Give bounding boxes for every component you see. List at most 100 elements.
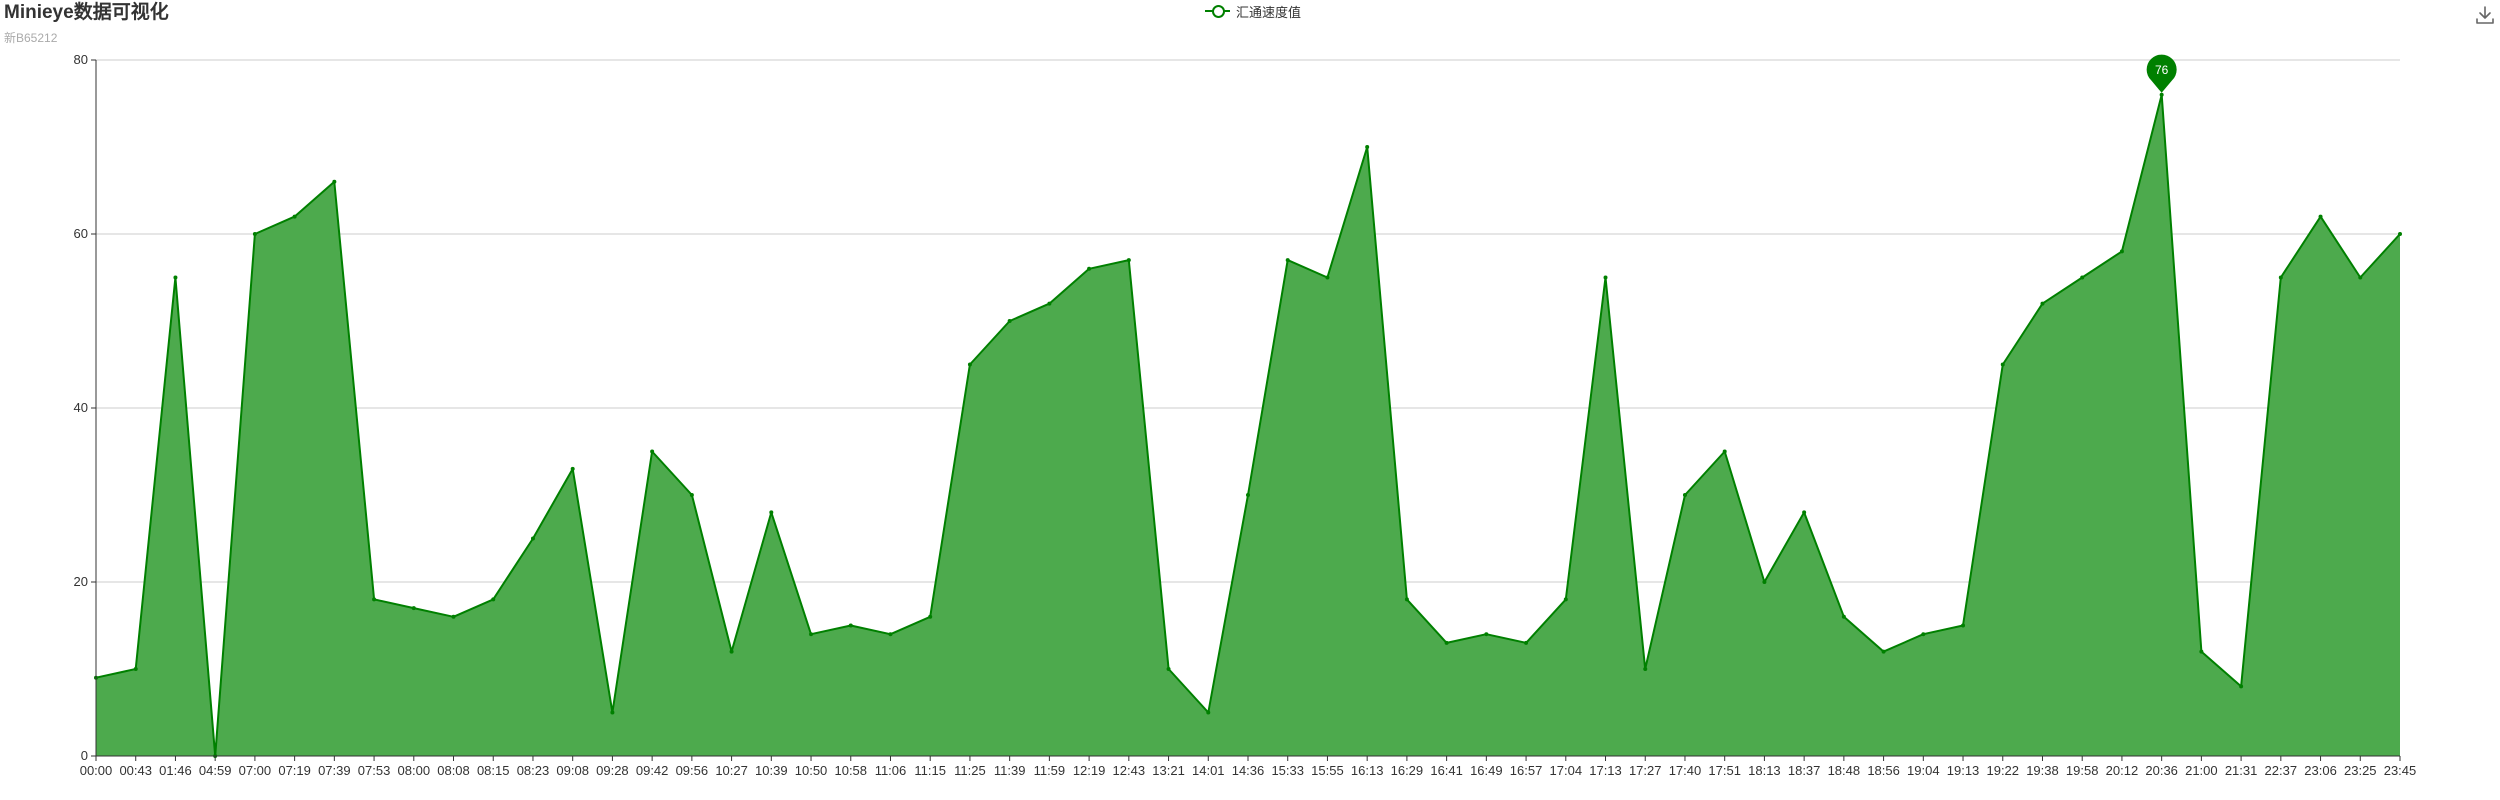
data-point xyxy=(1206,710,1211,715)
x-tick-label: 15:33 xyxy=(1271,763,1304,778)
x-tick-label: 23:45 xyxy=(2384,763,2417,778)
data-point xyxy=(888,632,893,637)
data-point xyxy=(1365,145,1370,149)
data-point xyxy=(2278,275,2283,280)
data-point xyxy=(1802,510,1807,515)
data-point xyxy=(2040,301,2045,306)
legend-item-speed[interactable]: 汇通速度值 xyxy=(1205,0,1301,22)
x-tick-label: 11:25 xyxy=(954,763,986,778)
data-point xyxy=(967,362,972,367)
x-tick-label: 14:36 xyxy=(1232,763,1265,778)
y-tick-label: 20 xyxy=(74,574,88,589)
x-tick-label: 19:13 xyxy=(1947,763,1980,778)
x-tick-label: 19:38 xyxy=(2026,763,2059,778)
data-point xyxy=(1166,667,1171,671)
data-point xyxy=(411,606,416,611)
x-tick-label: 09:42 xyxy=(636,763,669,778)
y-tick-label: 0 xyxy=(81,748,88,763)
data-point xyxy=(451,614,456,619)
x-tick-label: 17:40 xyxy=(1669,763,1702,778)
data-point xyxy=(133,667,138,671)
x-tick-label: 16:29 xyxy=(1391,763,1424,778)
x-tick-label: 00:00 xyxy=(80,763,113,778)
data-point xyxy=(1007,319,1012,323)
x-tick-label: 22:37 xyxy=(2265,763,2298,778)
x-tick-label: 15:55 xyxy=(1311,763,1344,778)
x-tick-label: 07:53 xyxy=(358,763,391,778)
data-point xyxy=(928,614,933,619)
max-marker-label: 76 xyxy=(2155,63,2169,77)
data-point xyxy=(292,214,297,219)
data-point xyxy=(1444,640,1449,645)
x-tick-label: 09:28 xyxy=(596,763,629,778)
data-point xyxy=(1285,258,1290,263)
x-tick-label: 18:48 xyxy=(1828,763,1861,778)
x-tick-label: 10:58 xyxy=(834,763,867,778)
x-tick-label: 08:15 xyxy=(477,763,510,778)
x-tick-label: 17:13 xyxy=(1589,763,1622,778)
data-point xyxy=(2000,362,2005,367)
x-tick-label: 17:04 xyxy=(1550,763,1583,778)
x-tick-label: 23:06 xyxy=(2304,763,2337,778)
data-point xyxy=(252,232,257,236)
x-tick-label: 19:04 xyxy=(1907,763,1940,778)
data-point xyxy=(2398,232,2402,236)
x-tick-label: 00:43 xyxy=(119,763,152,778)
data-point xyxy=(173,275,178,280)
data-point xyxy=(1087,266,1092,271)
x-tick-label: 23:25 xyxy=(2344,763,2377,778)
x-tick-label: 21:00 xyxy=(2185,763,2218,778)
data-point xyxy=(1047,301,1052,306)
data-point xyxy=(769,510,774,515)
data-point xyxy=(1246,493,1250,497)
x-tick-label: 10:27 xyxy=(715,763,748,778)
x-tick-label: 20:12 xyxy=(2106,763,2139,778)
data-point xyxy=(1484,632,1489,637)
data-point xyxy=(1603,275,1608,280)
data-point xyxy=(1524,640,1529,645)
max-marker-pin xyxy=(2146,54,2177,93)
data-point xyxy=(1404,597,1409,602)
x-tick-label: 01:46 xyxy=(159,763,192,778)
data-point xyxy=(650,449,655,454)
x-tick-label: 07:39 xyxy=(318,763,351,778)
x-tick-label: 16:13 xyxy=(1351,763,1384,778)
data-point xyxy=(729,649,734,654)
data-point xyxy=(1325,275,1330,280)
data-point xyxy=(570,466,575,471)
legend-line-circle-icon xyxy=(1205,4,1230,18)
data-point xyxy=(2199,649,2204,654)
x-tick-label: 16:57 xyxy=(1510,763,1543,778)
x-tick-label: 07:19 xyxy=(278,763,311,778)
x-tick-label: 10:39 xyxy=(755,763,788,778)
data-point xyxy=(2119,249,2124,254)
x-tick-label: 11:15 xyxy=(914,763,946,778)
x-tick-label: 18:37 xyxy=(1788,763,1821,778)
data-point xyxy=(530,536,535,541)
data-point xyxy=(1682,493,1687,497)
x-tick-label: 14:01 xyxy=(1192,763,1225,778)
y-tick-label: 40 xyxy=(74,400,88,415)
data-point xyxy=(610,710,615,715)
x-tick-label: 19:22 xyxy=(1986,763,2019,778)
download-icon[interactable] xyxy=(2474,4,2496,26)
x-tick-label: 20:36 xyxy=(2145,763,2178,778)
x-tick-label: 12:43 xyxy=(1113,763,1146,778)
data-point xyxy=(2318,214,2323,219)
x-tick-label: 09:08 xyxy=(556,763,589,778)
x-tick-label: 08:00 xyxy=(398,763,431,778)
x-tick-label: 08:08 xyxy=(437,763,470,778)
data-point xyxy=(1841,614,1846,619)
data-point xyxy=(1921,632,1926,637)
data-point xyxy=(491,597,496,602)
data-point xyxy=(848,623,853,628)
data-point xyxy=(2358,275,2363,280)
data-point xyxy=(1643,667,1648,671)
x-tick-label: 17:27 xyxy=(1629,763,1662,778)
y-tick-label: 60 xyxy=(74,226,88,241)
data-point xyxy=(1563,597,1568,602)
data-point xyxy=(2080,275,2085,280)
data-point xyxy=(689,493,694,497)
x-tick-label: 21:31 xyxy=(2225,763,2258,778)
